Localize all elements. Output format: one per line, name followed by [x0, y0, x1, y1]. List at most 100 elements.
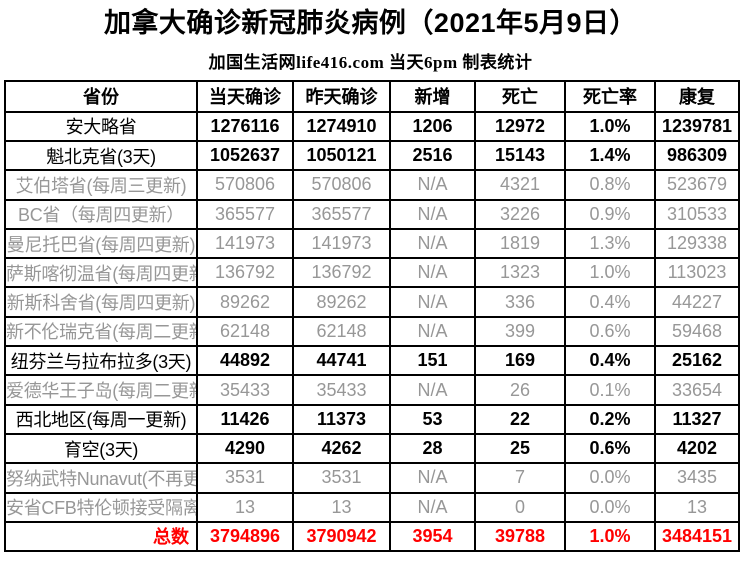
- death-rate-cell: 0.9%: [564, 198, 656, 230]
- yesterday-cases-cell: 1274910: [292, 110, 391, 142]
- recovered-cell: 986309: [654, 139, 740, 172]
- province-cell: BC省（每周四更新）: [4, 198, 198, 230]
- table-header-row: 省份 当天确诊 昨天确诊 新增 死亡 死亡率 康复: [4, 79, 740, 113]
- deaths-cell: 399: [474, 315, 566, 348]
- death-rate-cell: 0.6%: [564, 315, 656, 348]
- province-cell: 西北地区(每周一更新): [4, 403, 198, 435]
- yesterday-cases-cell: 11373: [292, 403, 391, 435]
- recovered-cell: 11327: [654, 403, 740, 435]
- table-row: 育空(3天) 4290 4262 28 25 0.6% 4202: [4, 432, 740, 465]
- today-cases-cell: 44892: [196, 345, 294, 377]
- col-header-province: 省份: [4, 79, 198, 113]
- death-rate-cell: 1.0%: [564, 257, 656, 289]
- deaths-cell: 39788: [474, 520, 566, 553]
- deaths-cell: 0: [474, 491, 566, 523]
- new-cases-cell: 53: [389, 403, 476, 435]
- table-row: 新不伦瑞克省(每周二更新) 62148 62148 N/A 399 0.6% 5…: [4, 315, 740, 348]
- recovered-cell: 3435: [654, 462, 740, 494]
- table-row: 萨斯喀彻温省(每周四更新) 136792 136792 N/A 1323 1.0…: [4, 257, 740, 289]
- yesterday-cases-cell: 136792: [292, 257, 391, 289]
- col-header-recovered: 康复: [654, 79, 740, 113]
- recovered-cell: 3484151: [654, 520, 740, 553]
- province-cell: 魁北克省(3天): [4, 139, 198, 172]
- new-cases-cell: N/A: [389, 227, 476, 260]
- new-cases-cell: 151: [389, 345, 476, 377]
- col-header-new-cases: 新增: [389, 79, 476, 113]
- today-cases-cell: 365577: [196, 198, 294, 230]
- new-cases-cell: N/A: [389, 257, 476, 289]
- recovered-cell: 33654: [654, 374, 740, 406]
- death-rate-cell: 1.0%: [564, 110, 656, 142]
- today-cases-cell: 3794896: [196, 520, 294, 553]
- death-rate-cell: 1.4%: [564, 139, 656, 172]
- death-rate-cell: 0.1%: [564, 374, 656, 406]
- death-rate-cell: 0.8%: [564, 169, 656, 201]
- table-row: 爱德华王子岛(每周二更新) 35433 35433 N/A 26 0.1% 33…: [4, 374, 740, 406]
- province-cell: 爱德华王子岛(每周二更新): [4, 374, 198, 406]
- death-rate-cell: 0.2%: [564, 403, 656, 435]
- new-cases-cell: 2516: [389, 139, 476, 172]
- table-row: 努纳武特Nunavut(不再更新) 3531 3531 N/A 7 0.0% 3…: [4, 462, 740, 494]
- recovered-cell: 1239781: [654, 110, 740, 142]
- new-cases-cell: N/A: [389, 374, 476, 406]
- new-cases-cell: N/A: [389, 286, 476, 318]
- table-row: 安大略省 1276116 1274910 1206 12972 1.0% 123…: [4, 110, 740, 142]
- recovered-cell: 44227: [654, 286, 740, 318]
- page-subtitle: 加国生活网life416.com 当天6pm 制表统计: [208, 52, 533, 72]
- today-cases-cell: 1276116: [196, 110, 294, 142]
- col-header-death-rate: 死亡率: [564, 79, 656, 113]
- recovered-cell: 129338: [654, 227, 740, 260]
- province-cell: 新不伦瑞克省(每周二更新): [4, 315, 198, 348]
- yesterday-cases-cell: 62148: [292, 315, 391, 348]
- deaths-cell: 25: [474, 432, 566, 465]
- province-cell: 安大略省: [4, 110, 198, 142]
- today-cases-cell: 141973: [196, 227, 294, 260]
- province-cell: 纽芬兰与拉布拉多(3天): [4, 345, 198, 377]
- today-cases-cell: 136792: [196, 257, 294, 289]
- yesterday-cases-cell: 13: [292, 491, 391, 523]
- death-rate-cell: 1.0%: [564, 520, 656, 553]
- deaths-cell: 336: [474, 286, 566, 318]
- today-cases-cell: 1052637: [196, 139, 294, 172]
- col-header-yesterday-cases: 昨天确诊: [292, 79, 391, 113]
- yesterday-cases-cell: 89262: [292, 286, 391, 318]
- recovered-cell: 113023: [654, 257, 740, 289]
- deaths-cell: 169: [474, 345, 566, 377]
- deaths-cell: 12972: [474, 110, 566, 142]
- death-rate-cell: 0.0%: [564, 462, 656, 494]
- province-cell: 萨斯喀彻温省(每周四更新): [4, 257, 198, 289]
- recovered-cell: 523679: [654, 169, 740, 201]
- new-cases-cell: N/A: [389, 169, 476, 201]
- deaths-cell: 3226: [474, 198, 566, 230]
- table-row: 安省CFB特伦顿接受隔离 13 13 N/A 0 0.0% 13: [4, 491, 740, 523]
- deaths-cell: 26: [474, 374, 566, 406]
- death-rate-cell: 0.6%: [564, 432, 656, 465]
- deaths-cell: 1819: [474, 227, 566, 260]
- deaths-cell: 22: [474, 403, 566, 435]
- deaths-cell: 4321: [474, 169, 566, 201]
- yesterday-cases-cell: 3790942: [292, 520, 391, 553]
- col-header-deaths: 死亡: [474, 79, 566, 113]
- today-cases-cell: 3531: [196, 462, 294, 494]
- page-title: 加拿大确诊新冠肺炎病例（2021年5月9日）: [103, 8, 638, 38]
- death-rate-cell: 0.4%: [564, 286, 656, 318]
- yesterday-cases-cell: 35433: [292, 374, 391, 406]
- today-cases-cell: 62148: [196, 315, 294, 348]
- table-row: 曼尼托巴省(每周四更新) 141973 141973 N/A 1819 1.3%…: [4, 227, 740, 260]
- table-row: 西北地区(每周一更新) 11426 11373 53 22 0.2% 11327: [4, 403, 740, 435]
- death-rate-cell: 0.4%: [564, 345, 656, 377]
- yesterday-cases-cell: 3531: [292, 462, 391, 494]
- province-cell: 育空(3天): [4, 432, 198, 465]
- province-cell: 艾伯塔省(每周三更新): [4, 169, 198, 201]
- yesterday-cases-cell: 570806: [292, 169, 391, 201]
- today-cases-cell: 13: [196, 491, 294, 523]
- covid-cases-table: 省份 当天确诊 昨天确诊 新增 死亡 死亡率 康复 安大略省 1276116 1…: [4, 79, 740, 553]
- recovered-cell: 59468: [654, 315, 740, 348]
- deaths-cell: 1323: [474, 257, 566, 289]
- today-cases-cell: 35433: [196, 374, 294, 406]
- recovered-cell: 25162: [654, 345, 740, 377]
- today-cases-cell: 4290: [196, 432, 294, 465]
- new-cases-cell: N/A: [389, 315, 476, 348]
- province-cell: 努纳武特Nunavut(不再更新): [4, 462, 198, 494]
